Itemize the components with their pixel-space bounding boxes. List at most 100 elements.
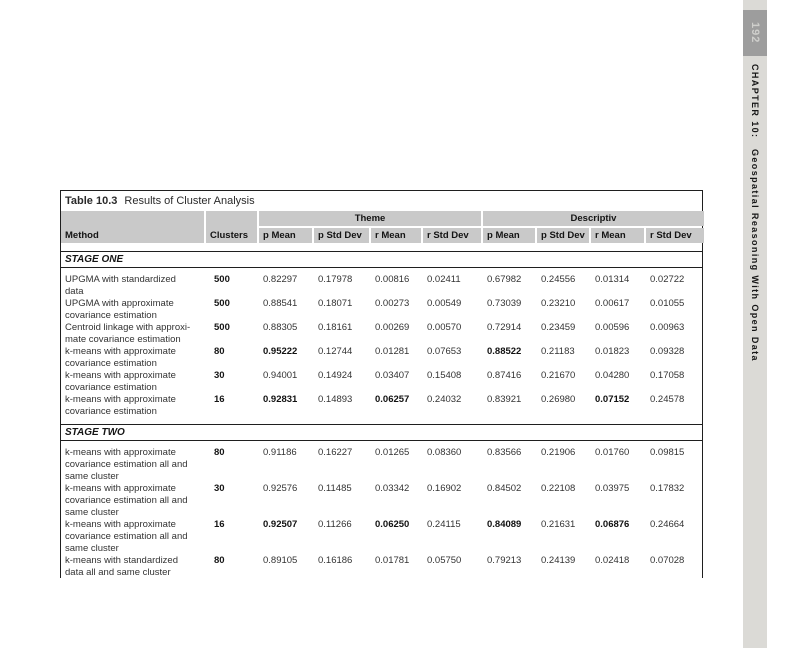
value-cell: 0.01055 xyxy=(650,298,685,309)
value-cell: 0.07152 xyxy=(595,394,630,405)
page-margin-strip: 192 CHAPTER 10: Geospatial Reasoning Wit… xyxy=(743,0,767,648)
col-header-clusters: Clusters xyxy=(206,211,257,243)
table-title: Results of Cluster Analysis xyxy=(124,195,255,207)
value-cell: 0.92831 xyxy=(263,394,298,405)
method-cell: k-means with approximate covariance esti… xyxy=(65,519,188,554)
value-cell: 0.11485 xyxy=(318,483,352,494)
value-cell: 0.06257 xyxy=(375,394,410,405)
value-cell: 0.21631 xyxy=(541,519,576,530)
results-table: Table 10.3 Results of Cluster Analysis M… xyxy=(60,190,704,578)
value-cell: 0.21183 xyxy=(541,346,575,357)
value-cell: 0.92507 xyxy=(263,519,298,530)
value-cell: 0.00963 xyxy=(650,322,685,333)
table-body: STAGE ONE UPGMA with standardized data 500… xyxy=(61,243,702,585)
clusters-cell: 500 xyxy=(214,274,230,285)
table-row: UPGMA with standardized data 500 0.82297 0.… xyxy=(61,274,702,298)
value-cell: 0.84089 xyxy=(487,519,522,530)
table-label: Table 10.3 xyxy=(65,195,118,207)
section-label: STAGE TWO xyxy=(65,427,125,438)
col-header-r-stddev-2: r Std Dev xyxy=(646,228,704,243)
group-header-descriptive: Descriptiv xyxy=(483,211,704,226)
value-cell: 0.15408 xyxy=(427,370,462,381)
value-cell: 0.00570 xyxy=(427,322,462,333)
section-label: STAGE ONE xyxy=(65,254,124,265)
table-row: k-means with approximate covariance esti… xyxy=(61,519,702,555)
value-cell: 0.88541 xyxy=(263,298,298,309)
clusters-cell: 30 xyxy=(214,370,225,381)
table-caption: Table 10.3 Results of Cluster Analysis xyxy=(61,191,702,211)
col-header-r-mean: r Mean xyxy=(371,228,421,243)
value-cell: 0.03342 xyxy=(375,483,410,494)
value-cell: 0.04280 xyxy=(595,370,630,381)
value-cell: 0.24115 xyxy=(427,519,461,530)
value-cell: 0.09328 xyxy=(650,346,685,357)
group-header-theme: Theme xyxy=(259,211,481,226)
value-cell: 0.79213 xyxy=(487,555,522,566)
chapter-title: Geospatial Reasoning With Open Data xyxy=(750,149,760,363)
value-cell: 0.21906 xyxy=(541,447,576,458)
col-header-p-stddev: p Std Dev xyxy=(314,228,369,243)
value-cell: 0.02411 xyxy=(427,274,461,285)
clusters-cell: 30 xyxy=(214,483,225,494)
running-header: CHAPTER 10: Geospatial Reasoning With Op… xyxy=(743,64,767,362)
value-cell: 0.12744 xyxy=(318,346,353,357)
value-cell: 0.22108 xyxy=(541,483,576,494)
table-row: k-means with approximate covariance esti… xyxy=(61,447,702,483)
clusters-cell: 80 xyxy=(214,447,225,458)
method-cell: k-means with standardized data all and s… xyxy=(65,555,178,578)
chapter-label: CHAPTER 10: xyxy=(750,64,760,139)
value-cell: 0.01781 xyxy=(375,555,410,566)
value-cell: 0.24032 xyxy=(427,394,462,405)
value-cell: 0.72914 xyxy=(487,322,522,333)
value-cell: 0.11266 xyxy=(318,519,352,530)
value-cell: 0.18161 xyxy=(318,322,353,333)
clusters-cell: 16 xyxy=(214,394,225,405)
value-cell: 0.92576 xyxy=(263,483,298,494)
value-cell: 0.73039 xyxy=(487,298,522,309)
method-cell: UPGMA with standardized data xyxy=(65,274,176,297)
value-cell: 0.94001 xyxy=(263,370,298,381)
value-cell: 0.00273 xyxy=(375,298,410,309)
table-row: k-means with approximate covariance esti… xyxy=(61,394,702,418)
value-cell: 0.00617 xyxy=(595,298,630,309)
value-cell: 0.24556 xyxy=(541,274,576,285)
value-cell: 0.00596 xyxy=(595,322,630,333)
value-cell: 0.17058 xyxy=(650,370,685,381)
value-cell: 0.87416 xyxy=(487,370,522,381)
page-number-box: 192 xyxy=(743,10,767,56)
col-header-method: Method xyxy=(61,211,204,243)
value-cell: 0.00816 xyxy=(375,274,410,285)
value-cell: 0.02722 xyxy=(650,274,685,285)
value-cell: 0.95222 xyxy=(263,346,298,357)
value-cell: 0.09815 xyxy=(650,447,685,458)
table-row: k-means with approximate covariance esti… xyxy=(61,370,702,394)
clusters-cell: 80 xyxy=(214,346,225,357)
value-cell: 0.07653 xyxy=(427,346,462,357)
section-rule xyxy=(61,267,702,268)
value-cell: 0.83566 xyxy=(487,447,522,458)
value-cell: 0.01823 xyxy=(595,346,630,357)
value-cell: 0.14893 xyxy=(318,394,353,405)
table-row: k-means with standardized data all and s… xyxy=(61,555,702,579)
value-cell: 0.02418 xyxy=(595,555,630,566)
value-cell: 0.23210 xyxy=(541,298,576,309)
method-cell: k-means with approximate covariance esti… xyxy=(65,370,176,393)
value-cell: 0.89105 xyxy=(263,555,298,566)
value-cell: 0.88305 xyxy=(263,322,298,333)
method-cell: UPGMA with approximate covariance estima… xyxy=(65,298,174,321)
value-cell: 0.67982 xyxy=(487,274,522,285)
value-cell: 0.16186 xyxy=(318,555,353,566)
page-number: 192 xyxy=(749,22,761,44)
table-row: k-means with approximate covariance esti… xyxy=(61,483,702,519)
method-cell: k-means with approximate covariance esti… xyxy=(65,483,188,518)
section-rule xyxy=(61,424,702,425)
value-cell: 0.88522 xyxy=(487,346,522,357)
value-cell: 0.82297 xyxy=(263,274,298,285)
value-cell: 0.23459 xyxy=(541,322,576,333)
value-cell: 0.03407 xyxy=(375,370,410,381)
value-cell: 0.16902 xyxy=(427,483,462,494)
value-cell: 0.01265 xyxy=(375,447,410,458)
col-header-r-mean-2: r Mean xyxy=(591,228,644,243)
value-cell: 0.05750 xyxy=(427,555,462,566)
value-cell: 0.01281 xyxy=(375,346,410,357)
